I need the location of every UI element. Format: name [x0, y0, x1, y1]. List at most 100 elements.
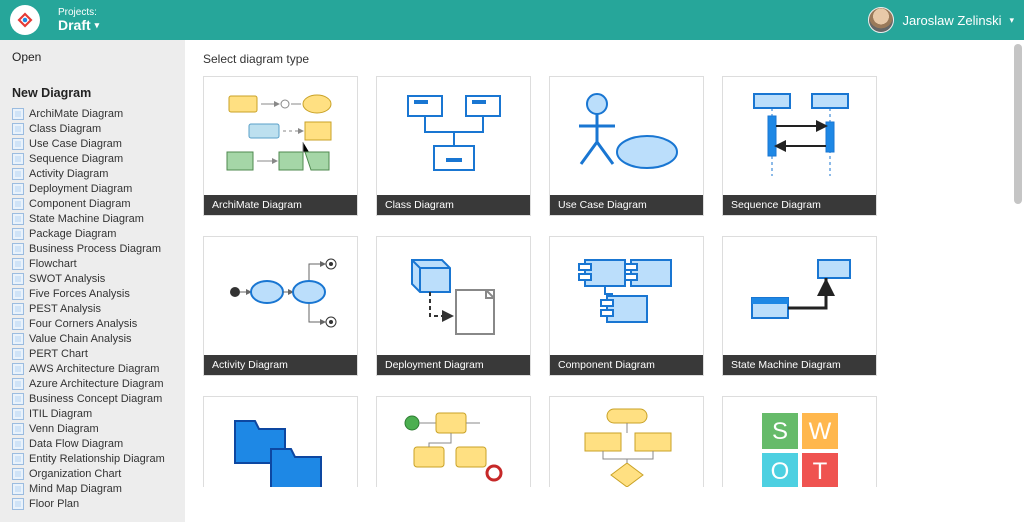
sidebar-item[interactable]: Mind Map Diagram	[12, 481, 177, 496]
diagram-thumbnail	[550, 397, 703, 487]
diagram-type-icon	[12, 168, 24, 180]
project-name: Draft	[58, 18, 91, 33]
sidebar-item[interactable]: Venn Diagram	[12, 421, 177, 436]
diagram-card[interactable]: Flowchart	[549, 396, 704, 487]
sidebar-item[interactable]: Sequence Diagram	[12, 151, 177, 166]
diagram-type-icon	[12, 108, 24, 120]
sidebar-item[interactable]: Business Process Diagram	[12, 241, 177, 256]
project-selector[interactable]: Projects: Draft ▾	[58, 7, 99, 33]
diagram-card[interactable]: State Machine Diagram	[722, 236, 877, 376]
sidebar-item[interactable]: Entity Relationship Diagram	[12, 451, 177, 466]
diagram-card-label: Deployment Diagram	[377, 355, 530, 375]
diagram-thumbnail	[204, 77, 357, 195]
diagram-type-icon	[12, 258, 24, 270]
diagram-card-label: Use Case Diagram	[550, 195, 703, 215]
diagram-type-icon	[12, 468, 24, 480]
diagram-card-label: State Machine Diagram	[723, 355, 876, 375]
diagram-type-icon	[12, 213, 24, 225]
sidebar-item-label: ITIL Diagram	[29, 408, 92, 420]
sidebar-item-label: Azure Architecture Diagram	[29, 378, 164, 390]
diagram-type-icon	[12, 183, 24, 195]
sidebar-item-label: Sequence Diagram	[29, 153, 123, 165]
sidebar-item-label: PERT Chart	[29, 348, 88, 360]
diagram-thumbnail	[550, 237, 703, 355]
sidebar-item[interactable]: Azure Architecture Diagram	[12, 376, 177, 391]
sidebar-item-label: AWS Architecture Diagram	[29, 363, 159, 375]
diagram-card[interactable]: S W O T SWOT Analysis	[722, 396, 877, 487]
diagram-thumbnail	[377, 237, 530, 355]
sidebar-item[interactable]: ArchiMate Diagram	[12, 106, 177, 121]
app-logo[interactable]	[10, 5, 40, 35]
sidebar-item[interactable]: Use Case Diagram	[12, 136, 177, 151]
sidebar-item[interactable]: AWS Architecture Diagram	[12, 361, 177, 376]
sidebar-item[interactable]: Flowchart	[12, 256, 177, 271]
sidebar-item-label: Activity Diagram	[29, 168, 108, 180]
sidebar-item[interactable]: Package Diagram	[12, 226, 177, 241]
scrollbar[interactable]	[1014, 44, 1022, 204]
diagram-type-icon	[12, 453, 24, 465]
diagram-card[interactable]: Use Case Diagram	[549, 76, 704, 216]
diagram-card[interactable]: Package Diagram	[203, 396, 358, 487]
page-title: Select diagram type	[203, 52, 1006, 66]
sidebar-item[interactable]: ITIL Diagram	[12, 406, 177, 421]
sidebar-item-label: Business Concept Diagram	[29, 393, 162, 405]
sidebar-item-label: Five Forces Analysis	[29, 288, 130, 300]
sidebar-item-label: Package Diagram	[29, 228, 116, 240]
sidebar-item-label: PEST Analysis	[29, 303, 101, 315]
diagram-card[interactable]: Class Diagram	[376, 76, 531, 216]
sidebar: Open New Diagram ArchiMate Diagram Class …	[0, 40, 185, 522]
user-menu[interactable]: Jaroslaw Zelinski ▾	[868, 7, 1014, 33]
diagram-type-icon	[12, 378, 24, 390]
sidebar-item[interactable]: Data Flow Diagram	[12, 436, 177, 451]
sidebar-item[interactable]: Class Diagram	[12, 121, 177, 136]
sidebar-item[interactable]: Organization Chart	[12, 466, 177, 481]
diagram-type-icon	[12, 198, 24, 210]
sidebar-item[interactable]: SWOT Analysis	[12, 271, 177, 286]
diagram-type-icon	[12, 228, 24, 240]
sidebar-item-label: Entity Relationship Diagram	[29, 453, 165, 465]
diagram-type-icon	[12, 348, 24, 360]
sidebar-item[interactable]: Activity Diagram	[12, 166, 177, 181]
diagram-thumbnail	[377, 397, 530, 487]
sidebar-item[interactable]: Floor Plan	[12, 496, 177, 511]
sidebar-item[interactable]: Deployment Diagram	[12, 181, 177, 196]
diagram-type-icon	[12, 243, 24, 255]
diagram-card[interactable]: Sequence Diagram	[722, 76, 877, 216]
sidebar-item-label: Four Corners Analysis	[29, 318, 137, 330]
sidebar-item-label: Component Diagram	[29, 198, 131, 210]
diagram-thumbnail	[550, 77, 703, 195]
sidebar-item[interactable]: State Machine Diagram	[12, 211, 177, 226]
diagram-card-label: ArchiMate Diagram	[204, 195, 357, 215]
diagram-card[interactable]: Business Process Diagram	[376, 396, 531, 487]
diagram-card-label: Class Diagram	[377, 195, 530, 215]
sidebar-item[interactable]: Four Corners Analysis	[12, 316, 177, 331]
sidebar-item[interactable]: Five Forces Analysis	[12, 286, 177, 301]
svg-text:W: W	[808, 418, 831, 445]
sidebar-item-label: Class Diagram	[29, 123, 101, 135]
diagram-card-grid: ArchiMate Diagram Class Diagram Use Case…	[203, 76, 1006, 487]
diagram-type-icon	[12, 318, 24, 330]
diagram-type-icon	[12, 333, 24, 345]
sidebar-item[interactable]: Business Concept Diagram	[12, 391, 177, 406]
sidebar-item-label: Mind Map Diagram	[29, 483, 122, 495]
sidebar-item-label: Deployment Diagram	[29, 183, 132, 195]
sidebar-item[interactable]: PERT Chart	[12, 346, 177, 361]
sidebar-item[interactable]: PEST Analysis	[12, 301, 177, 316]
diagram-thumbnail	[723, 77, 876, 195]
open-link[interactable]: Open	[12, 50, 177, 64]
sidebar-item-label: Data Flow Diagram	[29, 438, 123, 450]
diagram-type-icon	[12, 498, 24, 510]
diagram-card[interactable]: ArchiMate Diagram	[203, 76, 358, 216]
diagram-card[interactable]: Deployment Diagram	[376, 236, 531, 376]
diagram-type-list: ArchiMate Diagram Class DiagramUse Case D…	[12, 106, 177, 511]
new-diagram-heading: New Diagram	[12, 86, 177, 100]
sidebar-item[interactable]: Component Diagram	[12, 196, 177, 211]
app-header: Projects: Draft ▾ Jaroslaw Zelinski ▾	[0, 0, 1024, 40]
diagram-thumbnail	[723, 237, 876, 355]
sidebar-item-label: Venn Diagram	[29, 423, 99, 435]
sidebar-item[interactable]: Value Chain Analysis	[12, 331, 177, 346]
diagram-type-icon	[12, 363, 24, 375]
diagram-card[interactable]: Activity Diagram	[203, 236, 358, 376]
diagram-card[interactable]: Component Diagram	[549, 236, 704, 376]
diagram-type-icon	[12, 123, 24, 135]
